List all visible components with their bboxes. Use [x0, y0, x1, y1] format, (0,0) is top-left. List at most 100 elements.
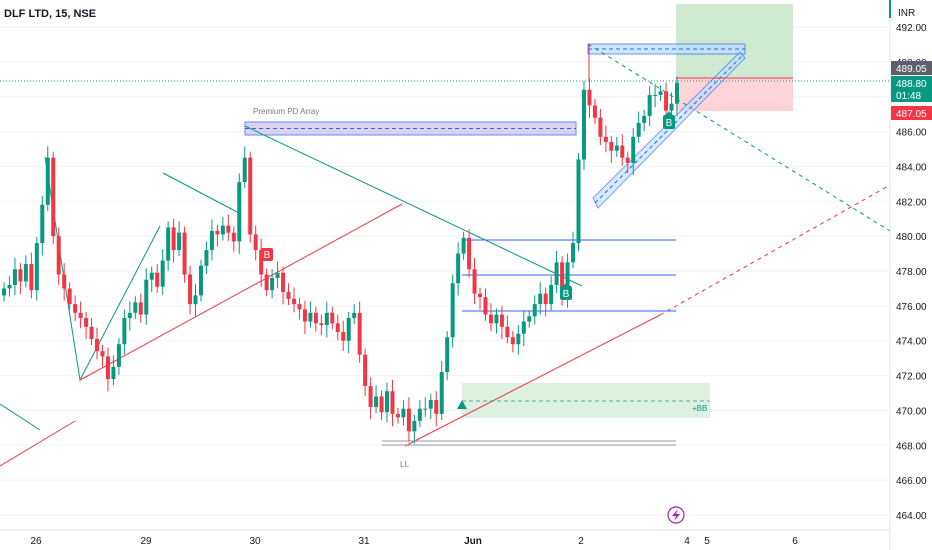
- candle: [122, 309, 127, 355]
- candle: [445, 331, 450, 381]
- y-tick-label: 470.00: [896, 406, 927, 417]
- candle: [527, 310, 532, 328]
- candle: [532, 295, 537, 325]
- candle: [45, 146, 50, 211]
- candle: [330, 306, 335, 330]
- candle: [182, 226, 187, 283]
- candle: [73, 295, 78, 322]
- x-tick-label: 5: [704, 536, 710, 547]
- x-axis-ticks: 26 29 30 31 Jun 2 4 5 6: [30, 536, 798, 547]
- candle: [467, 229, 472, 278]
- price-tag-label: 487.05: [896, 109, 927, 120]
- candle: [472, 257, 477, 304]
- candle: [291, 287, 296, 313]
- green-pattern-3: [244, 125, 583, 287]
- x-tick-label: 30: [249, 536, 261, 547]
- candle: [335, 314, 340, 341]
- candle: [603, 125, 608, 153]
- candle: [23, 255, 28, 288]
- candle: [237, 173, 242, 254]
- candle: [242, 146, 247, 189]
- candle: [160, 249, 165, 295]
- candle: [40, 196, 45, 256]
- candle: [220, 216, 225, 241]
- symbol-title: DLF LTD, 15, NSE: [4, 8, 97, 20]
- candle: [149, 266, 154, 293]
- buy-marker-1[interactable]: B: [261, 248, 273, 261]
- currency-label: INR: [898, 8, 915, 19]
- y-tick-label: 486.00: [896, 128, 927, 139]
- candle: [647, 86, 652, 127]
- candle: [105, 347, 110, 392]
- candle: [581, 81, 586, 170]
- candle: [516, 325, 521, 355]
- premium-pd-array-label: Premium PD Array: [253, 107, 319, 116]
- x-tick-label: 29: [140, 536, 152, 547]
- candle: [308, 301, 313, 328]
- candle: [510, 331, 515, 353]
- red-left-fragment: [0, 420, 76, 467]
- ll-label: LL: [400, 460, 409, 469]
- candle: [653, 83, 658, 108]
- y-tick-label: 476.00: [896, 302, 927, 313]
- candle: [488, 303, 493, 332]
- candle: [319, 314, 324, 336]
- candle: [67, 282, 72, 311]
- x-tick-label: 4: [684, 536, 690, 547]
- candle: [133, 296, 138, 319]
- candle: [571, 231, 576, 269]
- candle: [439, 360, 444, 421]
- candle: [598, 108, 603, 145]
- candle: [450, 274, 455, 348]
- price-tag: 489.05: [891, 61, 932, 75]
- candle: [521, 310, 526, 347]
- candle: [390, 379, 395, 427]
- candle: [12, 257, 17, 296]
- candle: [609, 135, 614, 164]
- candle: [434, 391, 439, 427]
- candle: [554, 250, 559, 294]
- y-tick-label: 464.00: [896, 511, 927, 522]
- y-tick-label: 484.00: [896, 162, 927, 173]
- candle: [270, 269, 275, 299]
- markers: B B B Premium PD Array LL +BB: [253, 107, 707, 524]
- lightning-icon[interactable]: [667, 506, 685, 524]
- svg-text:B: B: [666, 118, 673, 129]
- red-trend-2: [404, 314, 661, 447]
- candle: [78, 301, 83, 329]
- y-tick-label: 472.00: [896, 372, 927, 383]
- buy-marker-3[interactable]: B: [663, 111, 675, 129]
- candle: [313, 306, 318, 332]
- candle: [166, 221, 171, 271]
- candle: [461, 231, 466, 260]
- y-tick-label: 474.00: [896, 337, 927, 348]
- bb-label: +BB: [692, 404, 707, 413]
- candle: [395, 407, 400, 424]
- candle: [620, 134, 625, 166]
- candle: [231, 226, 236, 252]
- countdown-label: 01:48: [896, 91, 921, 102]
- green-pattern-2: [162, 172, 240, 214]
- red-trend-1: [79, 203, 403, 381]
- candle: [423, 397, 428, 417]
- candle: [417, 399, 422, 427]
- candle: [215, 224, 220, 247]
- candle: [188, 265, 193, 315]
- candle: [275, 261, 280, 289]
- buy-marker-2[interactable]: B: [560, 283, 572, 300]
- candle: [324, 301, 329, 338]
- candle: [56, 227, 61, 285]
- candle: [642, 109, 647, 132]
- candle: [483, 288, 488, 321]
- candle: [664, 82, 669, 119]
- y-tick-label: 468.00: [896, 441, 927, 452]
- zones: [244, 4, 793, 418]
- candle: [368, 377, 373, 420]
- y-tick-label: 466.00: [896, 476, 927, 487]
- candle: [658, 85, 663, 102]
- candle: [144, 268, 149, 325]
- candle: [374, 385, 379, 414]
